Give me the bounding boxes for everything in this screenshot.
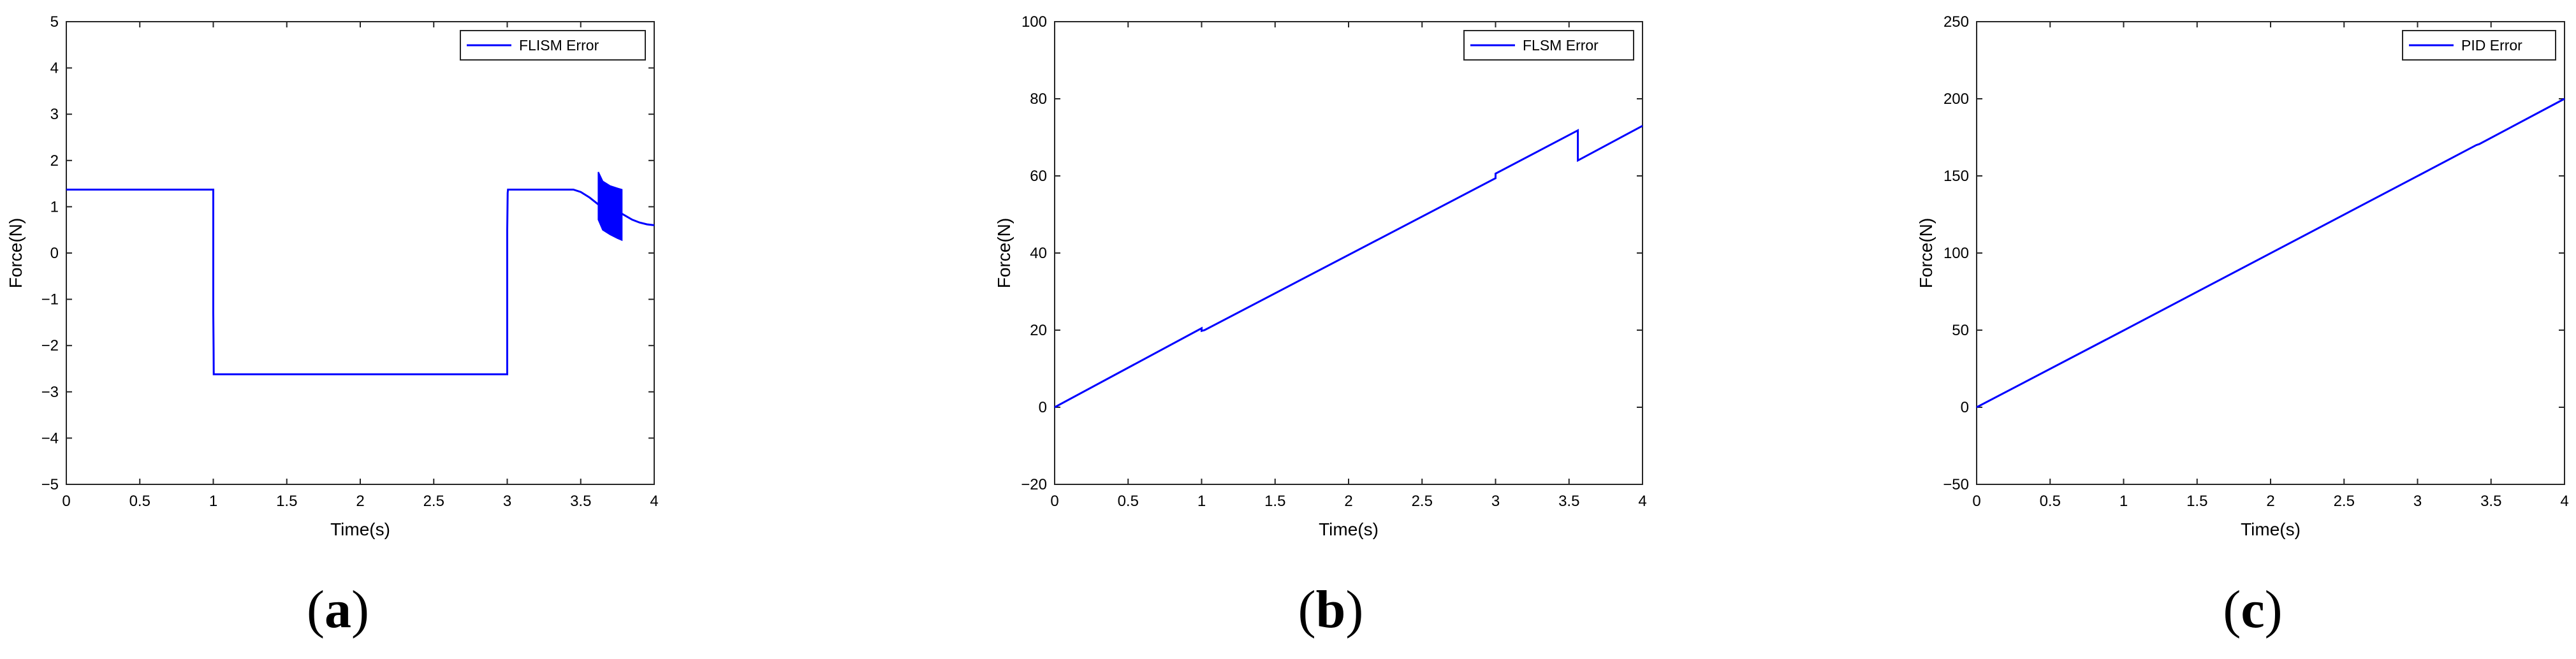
x-axis-label: Time(s) <box>1319 519 1379 539</box>
chart-panel-c: 0 0.5 1 1.5 2 2.5 3 3.5 4−50050100150200250Time(… <box>1916 13 2569 539</box>
legend-box <box>2402 30 2556 61</box>
y-axis-label: Force(N) <box>994 218 1014 288</box>
y-tick-label: 150 <box>1943 168 1969 185</box>
y-tick-label: −3 <box>41 384 59 401</box>
x-axis-label: Time(s) <box>2241 519 2301 539</box>
legend-label: PID Error <box>2461 37 2522 54</box>
legend-label: FLISM Error <box>519 37 599 54</box>
legend-label: FLSM Error <box>1523 37 1599 54</box>
y-tick-label: 5 <box>50 13 59 31</box>
panel-caption-b: (b) <box>1298 580 1364 639</box>
y-tick-label: 200 <box>1943 91 1969 108</box>
x-tick-label: 2.5 <box>423 493 444 510</box>
plot-area-frame <box>66 21 655 485</box>
y-tick-label: 250 <box>1943 13 1969 31</box>
x-tick-label: 0 <box>62 493 70 510</box>
panel-caption-c: (c) <box>2223 580 2283 639</box>
series-line-tail <box>621 213 655 226</box>
x-tick-label: 3 <box>1491 493 1500 510</box>
series-oscillation-band <box>597 171 623 242</box>
x-tick-label: 1 <box>209 493 217 510</box>
y-tick-label: 0 <box>1961 399 1969 416</box>
y-tick-label: 40 <box>1030 245 1047 262</box>
y-tick-label: 100 <box>1021 13 1047 31</box>
y-axis-label: Force(N) <box>6 218 26 288</box>
y-tick-label: 20 <box>1030 322 1047 339</box>
x-tick-label: 1 <box>2119 493 2128 510</box>
y-tick-label: 1 <box>50 198 59 215</box>
x-tick-label: 3.5 <box>570 493 591 510</box>
panel-caption-a: (a) <box>307 580 369 639</box>
x-tick-label: 1.5 <box>2186 493 2207 510</box>
y-axis-label: Force(N) <box>1916 218 1936 288</box>
x-tick-label: 2.5 <box>1412 493 1433 510</box>
x-tick-label: 0.5 <box>129 493 150 510</box>
series-line <box>1054 125 1643 409</box>
y-tick-label: −50 <box>1943 476 1969 493</box>
x-tick-label: 3 <box>2413 493 2422 510</box>
y-tick-label: 60 <box>1030 168 1047 185</box>
x-tick-label: 4 <box>1638 493 1646 510</box>
y-tick-label: −2 <box>41 337 59 354</box>
y-tick-label: −4 <box>41 430 59 447</box>
x-tick-label: 2 <box>1344 493 1352 510</box>
plot-area-frame <box>1054 21 1643 485</box>
chart-panel-a: 0 0.5 1 1.5 2 2.5 3 3.5 4 −5 −4 −3 −2 −1 0 1 2 3 4 5 Time(s)… <box>6 13 659 539</box>
y-tick-label: 0 <box>50 245 59 262</box>
x-tick-label: 4 <box>2560 493 2568 510</box>
series-line <box>1976 98 2565 409</box>
y-tick-label: 0 <box>1039 399 1047 416</box>
y-tick-label: 50 <box>1952 322 1969 339</box>
y-tick-label: 2 <box>50 152 59 170</box>
x-tick-label: 0.5 <box>2040 493 2061 510</box>
x-tick-label: 2 <box>2266 493 2274 510</box>
x-tick-label: 3.5 <box>2480 493 2501 510</box>
y-tick-label: −5 <box>41 476 59 493</box>
y-tick-label: 4 <box>50 60 59 77</box>
x-tick-label: 1.5 <box>276 493 297 510</box>
x-tick-label: 4 <box>650 493 658 510</box>
y-tick-label: 100 <box>1943 245 1969 262</box>
x-tick-label: 2 <box>356 493 364 510</box>
x-tick-label: 3.5 <box>1558 493 1579 510</box>
y-tick-label: 3 <box>50 106 59 123</box>
x-tick-label: 0 <box>1050 493 1058 510</box>
x-tick-label: 0 <box>1972 493 1980 510</box>
chart-panel-b: 0 0.5 1 1.5 2 2.5 3 3.5 4−20020406080100Time(s)F… <box>994 13 1647 539</box>
y-tick-label: 80 <box>1030 91 1047 108</box>
x-tick-label: 1.5 <box>1264 493 1285 510</box>
x-tick-label: 0.5 <box>1118 493 1139 510</box>
y-tick-label: −20 <box>1021 476 1047 493</box>
x-tick-label: 2.5 <box>2334 493 2355 510</box>
x-axis-label: Time(s) <box>330 519 390 539</box>
y-tick-label: −1 <box>41 291 59 308</box>
x-tick-label: 1 <box>1197 493 1206 510</box>
x-tick-label: 3 <box>503 493 511 510</box>
series-line <box>66 189 599 375</box>
